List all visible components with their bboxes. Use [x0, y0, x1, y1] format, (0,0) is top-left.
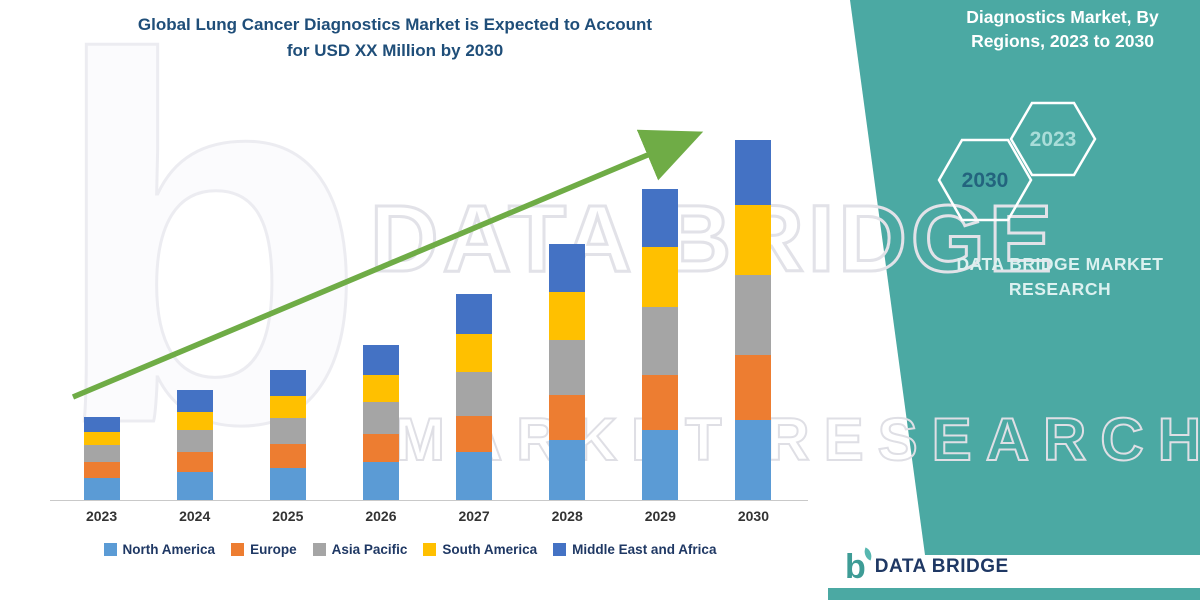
x-axis-labels: 2023 2024 2025 2026 2027 2028 2029 2030 [55, 508, 800, 524]
legend-item-south-america: South America [423, 542, 537, 557]
bar-segment-asia-pacific-2027 [456, 372, 493, 416]
side-panel-brand-text: DATA BRIDGE MARKET RESEARCH [956, 254, 1164, 299]
hexagon-2023-outline [1009, 101, 1097, 177]
bar-2026 [362, 345, 399, 500]
bar-2024 [176, 390, 213, 500]
bar-segment-middle-east-and-africa-2028 [549, 244, 586, 292]
bar-segment-asia-pacific-2030 [735, 275, 772, 355]
x-axis-line [50, 500, 808, 501]
x-label-2029: 2029 [644, 508, 676, 524]
legend-label-north-america: North America [122, 542, 216, 557]
bar-2025 [269, 370, 306, 500]
bar-segment-middle-east-and-africa-2025 [269, 370, 306, 396]
bar-segment-south-america-2024 [176, 412, 213, 430]
bar-segment-south-america-2026 [362, 375, 399, 402]
hexagon-2030-outline [937, 138, 1033, 222]
bar-segment-europe-2028 [549, 395, 586, 440]
bar-segment-europe-2030 [735, 355, 772, 420]
footer-logo-text: DATA BRIDGE [874, 556, 1009, 578]
x-label-2025: 2025 [272, 508, 304, 524]
bar-segment-asia-pacific-2024 [176, 430, 213, 452]
bar-segment-south-america-2028 [549, 292, 586, 340]
legend-item-asia-pacific: Asia Pacific [312, 542, 408, 557]
x-label-2030: 2030 [737, 508, 770, 524]
bar-segment-north-america-2026 [362, 462, 399, 500]
bar-segment-middle-east-and-africa-2029 [642, 189, 679, 247]
bar-segment-north-america-2027 [456, 452, 493, 500]
bar-segment-north-america-2028 [549, 440, 586, 500]
bar-segment-middle-east-and-africa-2024 [176, 390, 213, 412]
bar-segment-middle-east-and-africa-2023 [83, 417, 120, 432]
bar-segment-south-america-2023 [83, 432, 120, 445]
bar-segment-middle-east-and-africa-2026 [362, 345, 399, 375]
bar-segment-north-america-2029 [642, 430, 679, 500]
x-label-2023: 2023 [85, 508, 118, 524]
hexagon-year-2030: 2030 [962, 169, 1009, 192]
bar-segment-asia-pacific-2026 [362, 402, 399, 434]
data-bridge-logo-icon: b [845, 548, 866, 586]
bars-row [55, 100, 800, 500]
bar-2027 [456, 294, 493, 500]
legend-item-north-america: North America [103, 542, 216, 557]
legend-swatch-middle-east-and-africa [553, 543, 567, 556]
bar-segment-asia-pacific-2025 [269, 418, 306, 444]
bar-segment-south-america-2025 [269, 396, 306, 418]
legend-label-middle-east-and-africa: Middle East and Africa [572, 542, 717, 557]
x-label-2027: 2027 [458, 508, 490, 524]
bar-2023 [83, 417, 120, 500]
legend-swatch-south-america [423, 543, 437, 556]
bar-segment-middle-east-and-africa-2027 [456, 294, 493, 334]
hexagon-year-2023: 2023 [1030, 128, 1077, 151]
x-label-2024: 2024 [179, 508, 211, 524]
bar-segment-north-america-2025 [269, 468, 306, 500]
chart-legend: North America Europe Asia Pacific South Ame… [25, 542, 795, 557]
legend-label-asia-pacific: Asia Pacific [331, 542, 408, 557]
x-label-2026: 2026 [365, 508, 397, 524]
x-label-2028: 2028 [551, 508, 583, 524]
bar-segment-europe-2023 [83, 462, 120, 478]
year-hexagons: 2030 2023 [937, 101, 1097, 222]
bar-segment-south-america-2030 [735, 205, 772, 275]
bar-2030 [735, 140, 772, 500]
bar-segment-north-america-2023 [83, 478, 120, 500]
legend-item-europe: Europe [231, 542, 297, 557]
chart-title: Global Lung Cancer Diagnostics Market is… [10, 12, 780, 63]
legend-label-south-america: South America [442, 542, 538, 557]
chart-title-line2: for USD XX Million by 2030 [286, 40, 504, 60]
bar-segment-north-america-2024 [176, 472, 213, 500]
footer-accent-strip [828, 588, 1200, 600]
bar-2028 [549, 244, 586, 500]
bar-segment-europe-2025 [269, 444, 306, 468]
bar-segment-middle-east-and-africa-2030 [735, 140, 772, 205]
bar-segment-south-america-2029 [642, 247, 679, 307]
bar-segment-north-america-2030 [735, 420, 772, 500]
bar-segment-europe-2024 [176, 452, 213, 472]
bar-segment-asia-pacific-2023 [83, 445, 120, 462]
legend-label-europe: Europe [250, 542, 297, 557]
bar-segment-europe-2026 [362, 434, 399, 462]
side-panel-heading: Diagnostics Market, By Regions, 2023 to … [966, 7, 1159, 51]
bar-segment-south-america-2027 [456, 334, 493, 372]
bar-segment-europe-2029 [642, 375, 679, 430]
bar-segment-asia-pacific-2028 [549, 340, 586, 395]
footer-logo: b DATA BRIDGE [845, 548, 1009, 586]
legend-item-middle-east-and-africa: Middle East and Africa [553, 542, 716, 557]
legend-swatch-europe [231, 543, 245, 556]
bar-segment-europe-2027 [456, 416, 493, 452]
chart-title-line1: Global Lung Cancer Diagnostics Market is… [137, 15, 653, 34]
watermark-market-research: MARKET RESEARCH [394, 405, 1200, 474]
legend-swatch-asia-pacific [312, 543, 326, 556]
bar-segment-asia-pacific-2029 [642, 307, 679, 375]
bar-2029 [642, 189, 679, 500]
legend-swatch-north-america [103, 543, 117, 556]
